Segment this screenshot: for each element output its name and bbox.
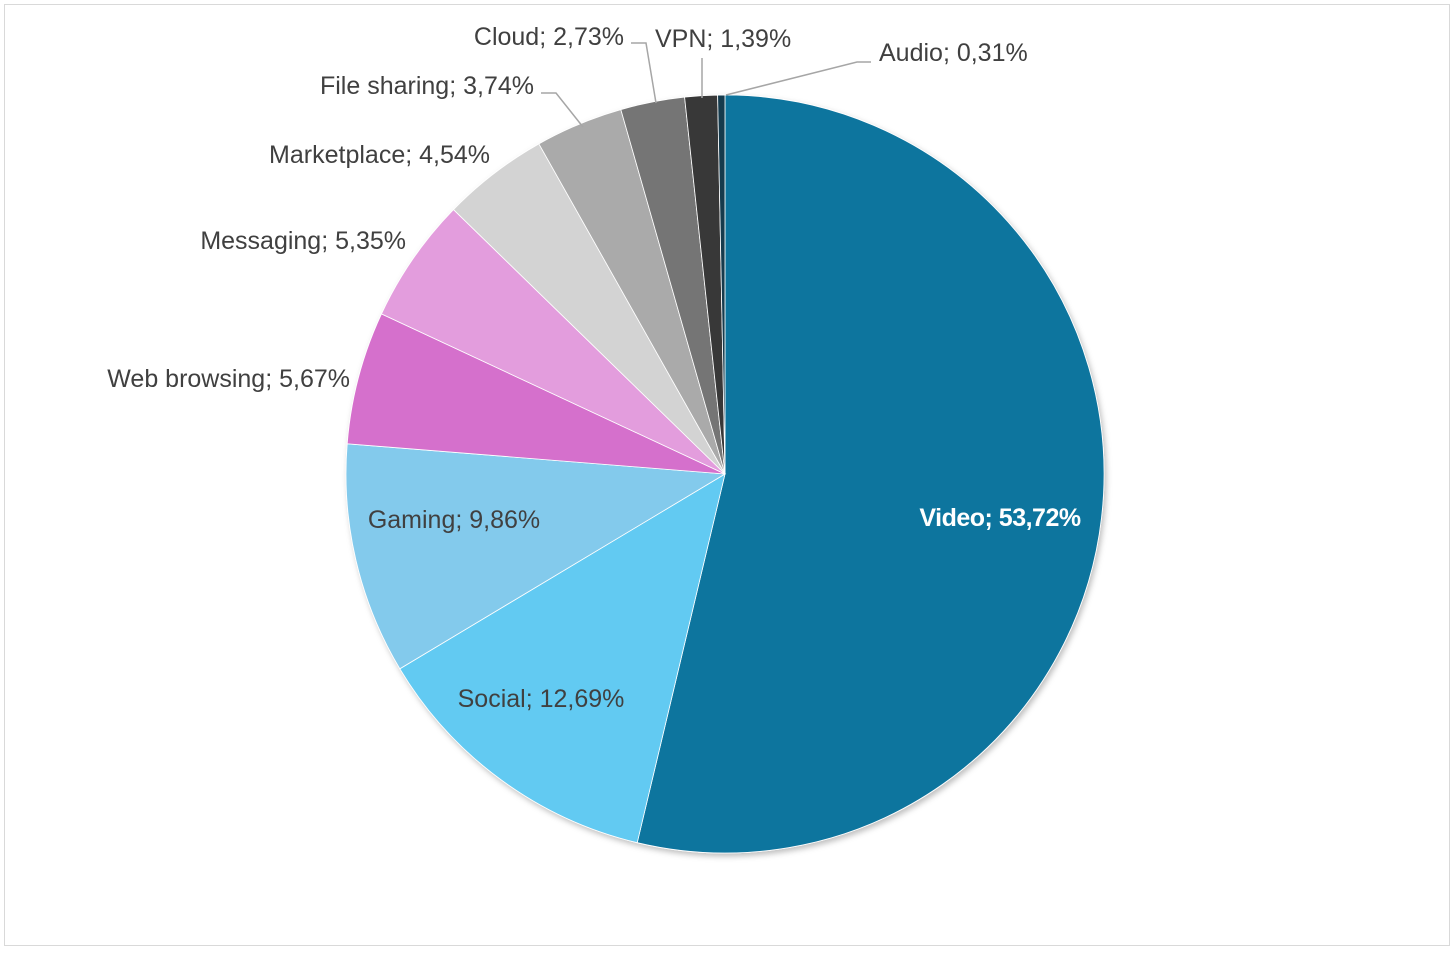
data-label-file-sharing: File sharing; 3,74% [320,72,534,100]
leader-line-cloud [631,42,657,104]
leader-line-audio [725,61,871,96]
data-label-audio: Audio; 0,31% [879,39,1028,67]
pie-slice-social [399,473,726,844]
data-label-vpn: VPN; 1,39% [655,25,791,53]
data-label-cloud: Cloud; 2,73% [474,23,624,51]
leader-line-file-sharing [541,92,584,128]
data-label-web-browsing: Web browsing; 5,67% [107,365,350,393]
data-label-marketplace: Marketplace; 4,54% [269,141,490,169]
pie-slice-video [636,94,1105,854]
pie-slice-audio [717,94,726,475]
pie-slice-gaming [345,443,727,670]
data-label-messaging: Messaging; 5,35% [200,227,406,255]
pie-slice-web-browsing [346,313,726,475]
data-label-video: Video; 53,72% [919,504,1080,532]
data-label-social: Social; 12,69% [458,685,625,713]
data-label-gaming: Gaming; 9,86% [368,506,540,534]
